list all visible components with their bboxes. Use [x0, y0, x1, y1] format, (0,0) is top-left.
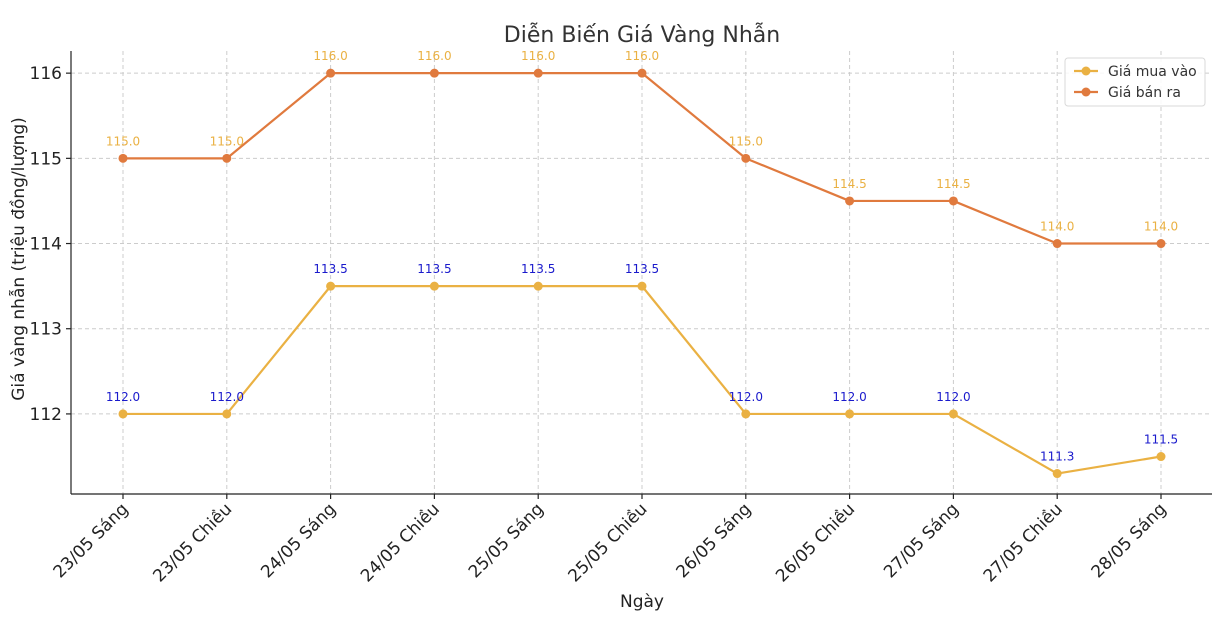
- data-label: 114.5: [832, 177, 866, 191]
- data-point: [1156, 452, 1166, 462]
- data-label: 116.0: [313, 49, 347, 63]
- data-label: 116.0: [417, 49, 451, 63]
- data-point: [222, 153, 232, 163]
- data-label: 114.5: [936, 177, 970, 191]
- data-label: 116.0: [625, 49, 659, 63]
- x-tick-label: 25/05 Chiều: [564, 499, 652, 587]
- x-tick-label: 23/05 Chiều: [149, 499, 237, 587]
- data-label: 113.5: [521, 262, 555, 276]
- data-point: [948, 409, 958, 419]
- x-tick-label: 27/05 Chiều: [979, 499, 1067, 587]
- legend: Giá mua vào Giá bán ra: [1064, 57, 1206, 107]
- legend-label: Giá bán ra: [1108, 85, 1181, 101]
- data-point: [326, 281, 336, 291]
- y-tick-label: 115: [30, 149, 62, 169]
- data-point: [845, 196, 855, 206]
- x-tick-label: 25/05 Sáng: [465, 499, 548, 582]
- data-point: [1052, 469, 1062, 479]
- data-point: [429, 281, 439, 291]
- data-point: [429, 68, 439, 78]
- x-axis-label: Ngày: [620, 592, 664, 612]
- data-point: [741, 409, 751, 419]
- data-label: 115.0: [210, 134, 244, 148]
- data-label: 113.5: [417, 262, 451, 276]
- chart-title: Diễn Biến Giá Vàng Nhẫn: [504, 22, 780, 48]
- data-point: [118, 153, 128, 163]
- legend-swatch-marker: [1081, 87, 1091, 97]
- data-label: 116.0: [521, 49, 555, 63]
- data-point: [1052, 239, 1062, 249]
- x-tick-label: 26/05 Chiều: [771, 499, 859, 587]
- x-tick-label: 28/05 Sáng: [1088, 499, 1171, 582]
- data-point: [845, 409, 855, 419]
- data-point: [118, 409, 128, 419]
- data-point: [533, 68, 543, 78]
- legend-box: [1064, 57, 1206, 107]
- y-tick-label: 112: [30, 405, 62, 425]
- data-label: 112.0: [106, 390, 140, 404]
- x-tick-label: 23/05 Sáng: [50, 499, 133, 582]
- y-axis-label: Giá vàng nhẫn (triệu đồng/lượng): [8, 117, 29, 401]
- grid: [71, 51, 1212, 494]
- data-point: [741, 153, 751, 163]
- series-group: [118, 68, 1166, 479]
- data-label: 112.0: [832, 390, 866, 404]
- x-tick-label: 26/05 Sáng: [672, 499, 755, 582]
- x-tick-label: 24/05 Sáng: [257, 499, 340, 582]
- series-buy: [118, 281, 1166, 479]
- data-point: [637, 68, 647, 78]
- y-tick-label: 113: [30, 320, 62, 340]
- data-point: [1156, 239, 1166, 249]
- data-point: [533, 281, 543, 291]
- data-label: 112.0: [729, 390, 763, 404]
- data-label: 113.5: [313, 262, 347, 276]
- data-label: 113.5: [625, 262, 659, 276]
- data-point: [637, 281, 647, 291]
- y-tick-label: 116: [30, 64, 62, 84]
- data-point: [222, 409, 232, 419]
- series-sell: [118, 68, 1166, 249]
- legend-swatch-marker: [1081, 66, 1091, 76]
- x-tick-label: 24/05 Chiều: [356, 499, 444, 587]
- legend-label: Giá mua vào: [1108, 64, 1197, 80]
- data-label: 115.0: [106, 134, 140, 148]
- data-label: 111.3: [1040, 450, 1074, 464]
- data-point: [326, 68, 336, 78]
- axes: 23/05 Sáng 23/05 Chiều 24/05 Sáng 24/05 Chi…: [30, 51, 1212, 586]
- y-tick-label: 114: [30, 235, 62, 255]
- data-label: 114.0: [1040, 220, 1074, 234]
- data-label: 112.0: [210, 390, 244, 404]
- data-label: 115.0: [729, 134, 763, 148]
- data-label: 114.0: [1144, 220, 1178, 234]
- data-label: 111.5: [1144, 433, 1178, 447]
- data-labels: 112.0 112.0 113.5 113.5 113.5 113.5 112.0 112.0…: [106, 49, 1178, 463]
- data-label: 112.0: [936, 390, 970, 404]
- x-tick-label: 27/05 Sáng: [880, 499, 963, 582]
- data-point: [948, 196, 958, 206]
